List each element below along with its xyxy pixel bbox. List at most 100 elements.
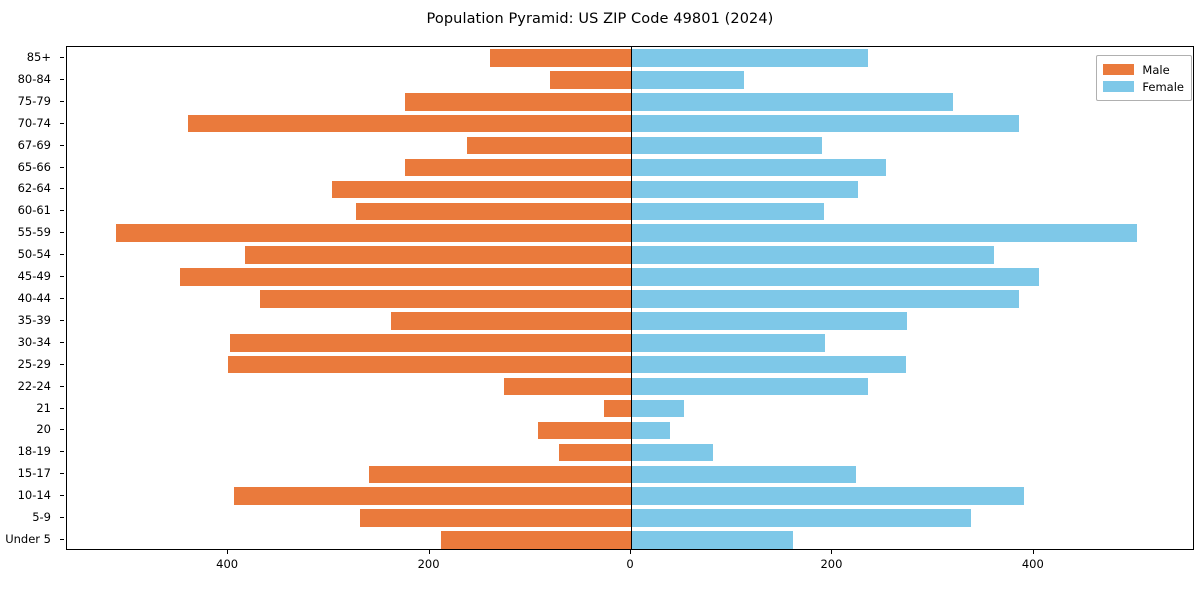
bar-male: [356, 202, 631, 221]
legend-label: Female: [1142, 79, 1184, 94]
bar-female: [631, 312, 907, 330]
bar-male: [405, 93, 631, 111]
bar-female: [631, 136, 823, 155]
bar-male: [331, 180, 631, 199]
x-tick-label: 400: [1021, 557, 1044, 571]
bar-row: [67, 312, 1193, 330]
y-tick-mark: [60, 298, 64, 299]
bar-female: [631, 180, 858, 199]
bar-male: [559, 443, 631, 462]
y-tick-label: 5-9: [32, 510, 51, 525]
y-tick-label: 22-24: [17, 378, 51, 393]
bar-male: [179, 268, 631, 286]
bar-male: [230, 334, 631, 352]
y-tick-label: 25-29: [17, 356, 51, 371]
legend-label: Male: [1142, 62, 1170, 77]
bar-female: [631, 49, 868, 67]
plot-area: [66, 46, 1194, 550]
x-tick-mark: [630, 550, 631, 554]
y-tick-label: 10-14: [17, 488, 51, 503]
bar-female: [631, 334, 826, 352]
x-tick-mark: [428, 550, 430, 554]
y-tick-mark: [60, 166, 64, 168]
zero-axis-line: [631, 47, 633, 549]
x-tick-mark: [227, 550, 229, 554]
bar-male: [369, 465, 631, 484]
bar-row: [67, 180, 1193, 199]
bar-female: [631, 71, 744, 89]
y-tick-label: 75-79: [17, 93, 51, 108]
y-tick-mark: [60, 473, 64, 475]
y-tick-label: 67-69: [17, 137, 51, 152]
bar-row: [67, 290, 1193, 308]
bar-female: [631, 443, 713, 462]
y-tick-mark: [60, 56, 64, 58]
bar-female: [631, 114, 1019, 133]
bar-row: [67, 136, 1193, 155]
x-tick-mark: [1032, 550, 1034, 554]
x-tick-label: 0: [626, 557, 634, 571]
bar-female: [631, 487, 1024, 505]
bar-female: [631, 465, 856, 484]
legend-swatch-male: [1103, 64, 1135, 75]
bar-female: [631, 246, 994, 264]
y-tick-mark: [60, 407, 64, 409]
y-tick-label: 35-39: [17, 312, 51, 327]
chart-legend[interactable]: Male Female: [1096, 55, 1192, 101]
bar-male: [187, 114, 631, 133]
y-tick-label: 80-84: [17, 71, 51, 86]
bar-female: [631, 377, 868, 396]
bar-female: [631, 224, 1137, 242]
chart-title: Population Pyramid: US ZIP Code 49801 (2…: [426, 11, 774, 27]
y-tick-label: Under 5: [5, 532, 51, 547]
y-tick-label: 50-54: [17, 247, 51, 262]
bar-female: [631, 531, 794, 549]
bar-row: [67, 443, 1193, 462]
x-tick-label: 200: [417, 557, 440, 571]
bar-male: [260, 290, 631, 308]
bar-row: [67, 268, 1193, 286]
y-tick-mark: [60, 144, 64, 146]
bar-row: [67, 487, 1193, 505]
bar-row: [67, 465, 1193, 484]
legend-entry[interactable]: Female: [1103, 78, 1184, 95]
bar-row: [67, 509, 1193, 527]
bar-female: [631, 202, 825, 221]
bar-female: [631, 399, 685, 418]
y-tick-mark: [60, 100, 64, 102]
bar-female: [631, 268, 1039, 286]
bar-female: [631, 509, 972, 527]
legend-entry[interactable]: Male: [1103, 61, 1184, 78]
y-tick-label: 45-49: [17, 269, 51, 284]
y-tick-mark: [60, 517, 64, 519]
bar-row: [67, 71, 1193, 89]
x-tick-label: 200: [820, 557, 843, 571]
y-tick-label: 60-61: [17, 203, 51, 218]
bar-male: [391, 312, 631, 330]
y-tick-mark: [60, 254, 64, 256]
bar-female: [631, 355, 906, 374]
bar-female: [631, 158, 886, 177]
y-tick-mark: [60, 78, 64, 80]
y-tick-mark: [60, 363, 64, 365]
bar-row: [67, 421, 1193, 440]
y-tick-mark: [60, 429, 64, 431]
y-tick-mark: [60, 539, 64, 541]
bar-row: [67, 531, 1193, 549]
bar-row: [67, 224, 1193, 242]
bar-male: [234, 487, 631, 505]
y-tick-label: 20: [36, 422, 51, 437]
y-tick-mark: [60, 451, 64, 453]
y-tick-mark: [60, 210, 64, 212]
bar-male: [538, 421, 631, 440]
bar-row: [67, 334, 1193, 352]
bar-male: [550, 71, 631, 89]
bar-male: [228, 355, 631, 374]
bar-row: [67, 399, 1193, 418]
y-tick-mark: [60, 341, 64, 343]
y-axis-labels: 85+ 80-84 75-79 70-74 67-69 65-66 62-64 60-61 55…: [0, 46, 64, 550]
x-tick-mark: [831, 550, 833, 554]
bar-male: [360, 509, 631, 527]
bar-row: [67, 355, 1193, 374]
y-tick-label: 21: [36, 400, 51, 415]
